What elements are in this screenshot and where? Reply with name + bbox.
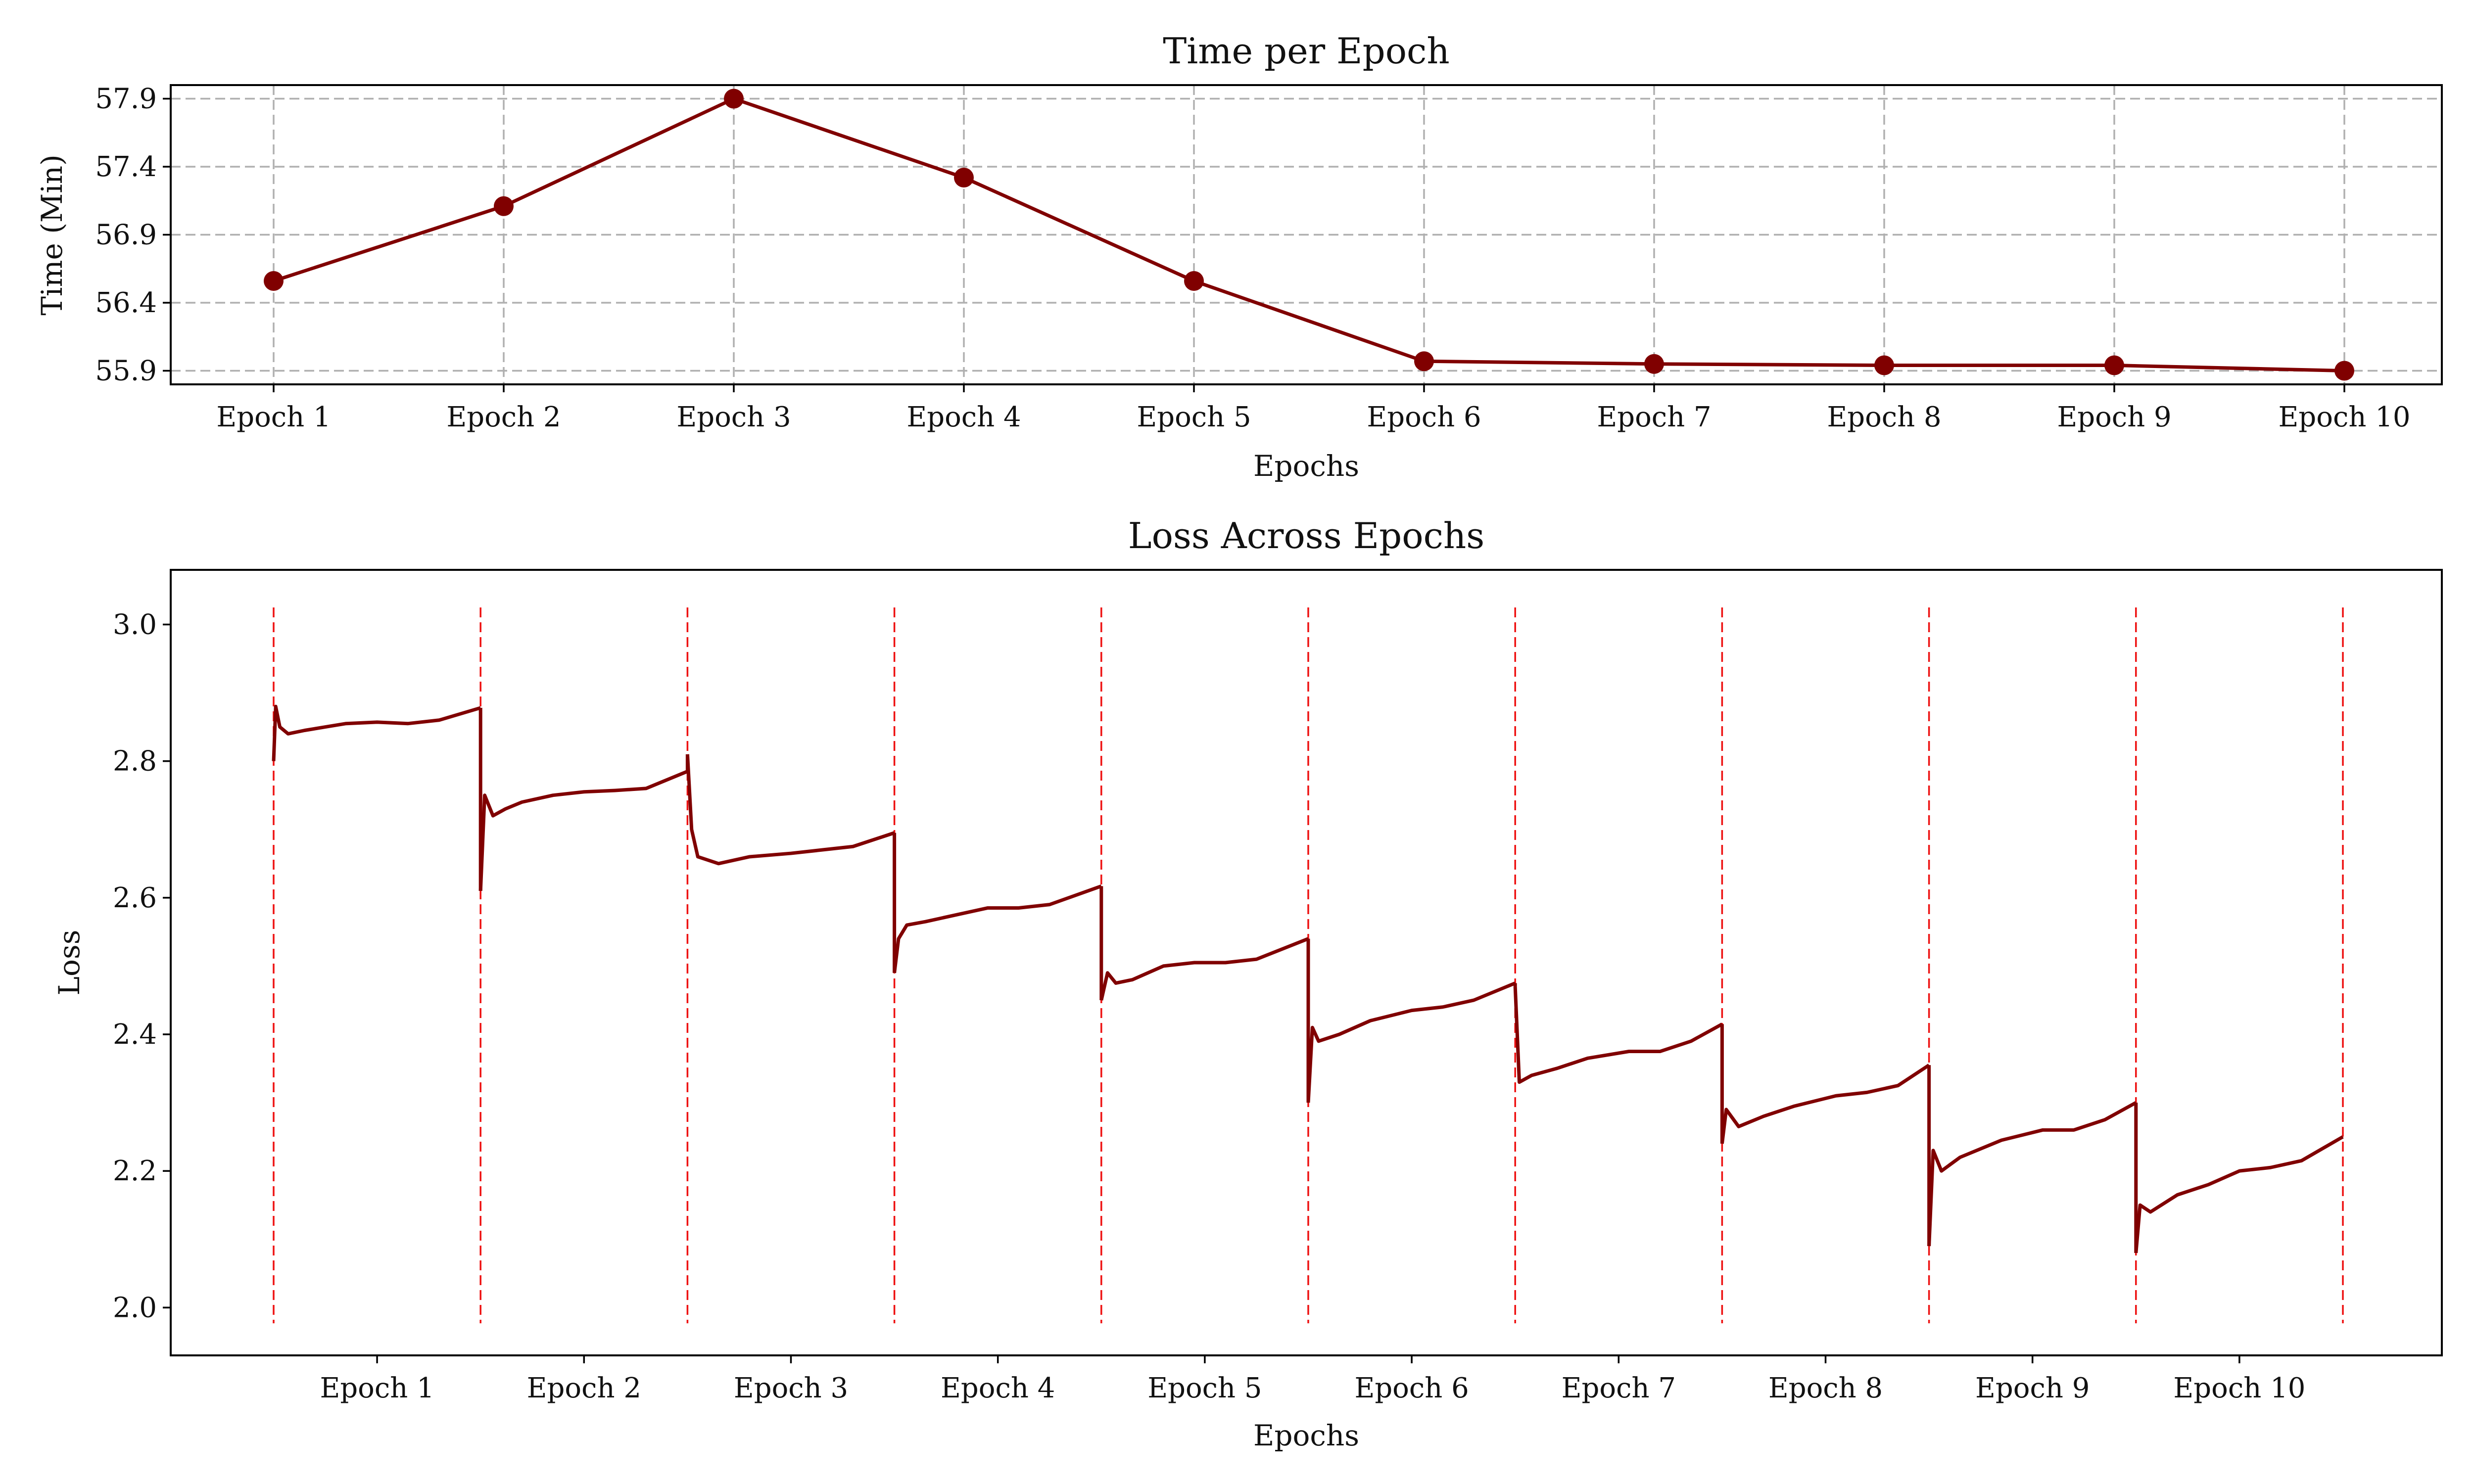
loss-series xyxy=(272,704,2344,1253)
time-y-axis-label: Time (Min) xyxy=(35,154,69,316)
time-x-tick-label: Epoch 1 xyxy=(216,401,331,433)
loss-series-segment xyxy=(2134,1135,2344,1253)
time-data-point xyxy=(264,271,284,291)
time-grid xyxy=(171,85,2442,384)
time-data-points xyxy=(264,89,2354,381)
time-x-tick-label: Epoch 7 xyxy=(1597,401,1711,433)
time-y-tick-label: 57.9 xyxy=(95,83,157,115)
loss-x-tick-label: Epoch 1 xyxy=(320,1372,434,1404)
time-series-line xyxy=(273,97,2345,372)
loss-series-segment xyxy=(893,884,1102,974)
loss-y-tick-label: 2.2 xyxy=(113,1155,157,1187)
loss-y-tick-label: 2.4 xyxy=(113,1019,157,1051)
time-axes-frame xyxy=(170,84,2443,385)
time-x-tick-label: Epoch 6 xyxy=(1367,401,1481,433)
loss-series-segment xyxy=(1099,937,1309,1001)
time-x-tick-label: Epoch 9 xyxy=(2057,401,2171,433)
loss-x-tick-label: Epoch 2 xyxy=(527,1372,641,1404)
loss-series-segment xyxy=(1306,981,1516,1103)
loss-x-tick-label: Epoch 5 xyxy=(1147,1372,1262,1404)
time-x-axis-label: Epochs xyxy=(1253,449,1359,483)
time-data-point xyxy=(2104,355,2124,375)
loss-x-tick-label: Epoch 4 xyxy=(941,1372,1055,1404)
time-data-point xyxy=(494,196,514,216)
time-data-point xyxy=(1644,354,1664,374)
loss-y-tick-label: 2.8 xyxy=(113,745,157,778)
loss-x-tick-label: Epoch 8 xyxy=(1768,1372,1883,1404)
time-chart-title: Time per Epoch xyxy=(1163,30,1450,72)
time-data-point xyxy=(724,89,744,109)
loss-ticks: Epoch 1 Epoch 2 Epoch 3 Epoch 4 Epoch 5 Epoch… xyxy=(113,608,2305,1404)
time-data-point xyxy=(1874,355,1894,375)
loss-x-tick-label: Epoch 10 xyxy=(2173,1372,2305,1404)
loss-x-tick-label: Epoch 6 xyxy=(1354,1372,1469,1404)
loss-x-tick-label: Epoch 9 xyxy=(1975,1372,2090,1404)
loss-series-segment xyxy=(1513,986,1723,1084)
time-data-point xyxy=(2334,361,2354,381)
loss-series-segment xyxy=(478,770,688,891)
time-x-tick-label: Epoch 10 xyxy=(2279,401,2411,433)
time-ticks: Epoch 1 Epoch 2 Epoch 3 Epoch 4 Epoch 5 Epoch… xyxy=(95,83,2410,434)
time-x-tick-label: Epoch 5 xyxy=(1137,401,1251,433)
loss-series-segment xyxy=(272,704,481,761)
time-y-tick-label: 55.9 xyxy=(95,355,157,387)
loss-series-segment xyxy=(685,754,895,866)
time-y-tick-label: 56.4 xyxy=(95,287,157,319)
loss-axes-frame xyxy=(170,569,2443,1356)
time-x-tick-label: Epoch 8 xyxy=(1827,401,1941,433)
loss-x-tick-label: Epoch 7 xyxy=(1562,1372,1676,1404)
loss-chart-title: Loss Across Epochs xyxy=(1128,515,1484,556)
loss-across-epochs-chart: Loss Across Epochs Epoch 1 Epoch 2 Epoch 3… xyxy=(52,515,2443,1452)
loss-y-axis-label: Loss xyxy=(52,930,86,996)
time-x-tick-label: Epoch 2 xyxy=(446,401,561,433)
loss-series-segment xyxy=(1720,1064,1930,1144)
time-x-tick-label: Epoch 3 xyxy=(676,401,791,433)
loss-x-axis-label: Epochs xyxy=(1253,1419,1359,1452)
loss-y-tick-label: 2.0 xyxy=(113,1292,157,1324)
time-x-tick-label: Epoch 4 xyxy=(906,401,1021,433)
loss-series-segment xyxy=(1927,1101,2137,1247)
loss-y-tick-label: 3.0 xyxy=(113,608,157,641)
time-data-point xyxy=(954,168,974,187)
time-data-point xyxy=(1184,271,1204,291)
loss-y-tick-label: 2.6 xyxy=(113,882,157,914)
time-data-point xyxy=(1414,351,1434,371)
time-y-tick-label: 57.4 xyxy=(95,151,157,183)
loss-x-tick-label: Epoch 3 xyxy=(734,1372,848,1404)
time-y-tick-label: 56.9 xyxy=(95,219,157,251)
time-per-epoch-chart: Time per Epoch Epoch 1 Epoch 2 Epoch 3 Epoc… xyxy=(35,30,2443,483)
